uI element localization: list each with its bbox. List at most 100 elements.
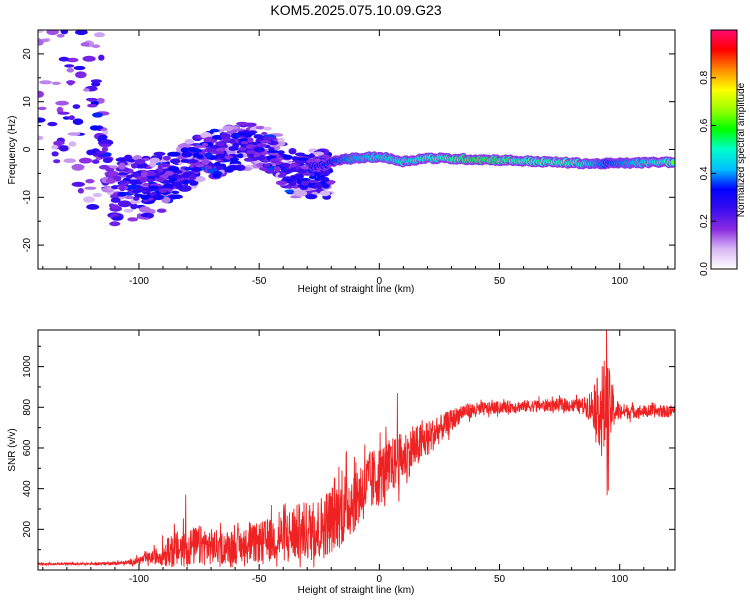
spectrogram-cell bbox=[59, 19, 72, 26]
spectrogram-cell bbox=[167, 152, 176, 157]
spectrogram-cell bbox=[38, 117, 46, 123]
spectrogram-cell bbox=[39, 20, 50, 25]
spectrogram-cell bbox=[253, 134, 264, 139]
spectrogram-cell bbox=[216, 147, 226, 153]
x-tick-label: 100 bbox=[611, 276, 628, 287]
spectrogram-cell bbox=[140, 171, 148, 178]
spectrogram-cell bbox=[245, 144, 255, 149]
spectrogram-cell bbox=[153, 194, 164, 201]
colorbar-tick-label: 0.4 bbox=[699, 166, 710, 180]
spectrogram-cell bbox=[256, 143, 267, 148]
spectrogram-cell bbox=[262, 136, 275, 140]
spectrogram-cell bbox=[38, 39, 44, 46]
spectrogram-cell bbox=[68, 141, 77, 147]
spectrogram-cell bbox=[254, 146, 265, 153]
spectrogram-cell bbox=[301, 165, 309, 170]
spectrogram-cell bbox=[287, 190, 295, 194]
spectrogram-cell bbox=[84, 186, 97, 190]
spectrogram-cell bbox=[671, 160, 675, 165]
spectrogram-cell bbox=[261, 132, 268, 135]
spectrogram-cell bbox=[153, 151, 166, 156]
spectrogram-cell bbox=[146, 178, 154, 183]
figure-title: KOM5.2025.075.10.09.G23 bbox=[270, 2, 441, 18]
spectrogram-cell bbox=[175, 183, 183, 189]
colorbar-label: Normalized spectral amplitude bbox=[736, 82, 747, 217]
spectrogram-cell bbox=[77, 188, 84, 194]
spectrogram-cell bbox=[110, 197, 121, 203]
spectrogram-cell bbox=[237, 153, 244, 159]
spectrogram-cell bbox=[140, 194, 150, 200]
spectrogram-cell bbox=[158, 188, 168, 193]
y-tick-label: 1000 bbox=[22, 355, 33, 378]
spectrogram-cell bbox=[102, 157, 113, 163]
spectrogram-cell bbox=[285, 178, 293, 182]
spectrogram-cell bbox=[313, 151, 325, 156]
spectrogram-cell bbox=[218, 128, 225, 133]
spectrogram-cell bbox=[246, 150, 255, 154]
spectrogram-plot-area bbox=[38, 30, 675, 269]
spectrogram-cell bbox=[56, 33, 65, 38]
x-tick-label: 50 bbox=[494, 276, 506, 287]
spectrogram-cell bbox=[105, 167, 115, 172]
snr-ticks: -100 -50 0 50 100 200 400 600 800 1000 bbox=[22, 330, 675, 585]
spectrogram-cell bbox=[192, 152, 201, 158]
spectrogram-cell bbox=[86, 204, 100, 210]
spectrogram-cell bbox=[284, 168, 293, 174]
spectrogram-cell bbox=[169, 158, 181, 164]
spectrogram-cell bbox=[194, 176, 206, 183]
spectrogram-cell bbox=[326, 180, 335, 185]
spectrogram-cell bbox=[204, 152, 213, 159]
spectrogram-cell bbox=[100, 143, 112, 147]
spectrogram-cell bbox=[300, 180, 309, 186]
spectrogram-cell bbox=[161, 196, 171, 204]
spectrogram-cell bbox=[119, 185, 126, 192]
spectrogram-cell bbox=[83, 88, 90, 92]
spectrogram-cell bbox=[142, 182, 150, 187]
spectrogram-cell bbox=[92, 112, 103, 118]
spectrogram-cell bbox=[165, 170, 174, 176]
spectrogram-cell bbox=[288, 180, 297, 186]
spectrogram-cell bbox=[309, 175, 317, 179]
spectrogram-cell bbox=[229, 157, 240, 161]
spectrogram-cell bbox=[98, 54, 105, 61]
spectrogram-cell bbox=[67, 0, 75, 1]
spectrogram-cell bbox=[200, 149, 208, 153]
spectrogram-cell bbox=[226, 164, 240, 171]
spectrogram-cell bbox=[98, 134, 108, 140]
spectrogram-cell bbox=[190, 149, 203, 153]
spectrogram-cell bbox=[220, 133, 231, 139]
spectrogram-cells bbox=[38, 0, 675, 227]
snr-line bbox=[38, 330, 675, 568]
snr-x-axis-label: Height of straight line (km) bbox=[298, 585, 415, 596]
colorbar-tick-label: 0.2 bbox=[699, 214, 710, 228]
spectrogram-cell bbox=[71, 181, 86, 187]
spectrogram-cell bbox=[83, 196, 95, 203]
colorbar-ticks: 0.0 0.2 0.4 0.6 0.8 bbox=[699, 70, 716, 276]
spectrogram-cell bbox=[38, 11, 47, 17]
spectrogram-cell bbox=[53, 159, 61, 164]
spectrogram-cell bbox=[51, 25, 61, 30]
spectrogram-cell bbox=[188, 174, 197, 180]
spectrogram-cell bbox=[58, 145, 69, 152]
spectrogram-cell bbox=[146, 213, 154, 219]
spectrogram-cell bbox=[75, 30, 88, 36]
spectrogram-cell bbox=[127, 217, 139, 222]
spectrogram-cell bbox=[119, 180, 128, 184]
spectrogram-cell bbox=[149, 161, 157, 168]
spectrogram-cell bbox=[209, 128, 220, 133]
spectrogram-cell bbox=[241, 141, 249, 145]
spectrogram-cell bbox=[190, 167, 202, 173]
spectrogram-cell bbox=[263, 163, 271, 168]
spectrogram-cell bbox=[232, 142, 240, 149]
x-tick-label: -100 bbox=[129, 276, 149, 287]
spectrogram-cell bbox=[67, 132, 81, 136]
spectrogram-cell bbox=[131, 163, 138, 169]
spectrogram-cell bbox=[275, 180, 288, 186]
spectrogram-cell bbox=[64, 64, 75, 68]
spectrogram-cell bbox=[39, 80, 52, 85]
spectrogram-cell bbox=[66, 57, 79, 63]
spectrogram-cell bbox=[169, 194, 183, 199]
spectrogram-cell bbox=[51, 81, 61, 86]
spectrogram-cell bbox=[260, 139, 272, 144]
spectrogram-cell bbox=[133, 196, 140, 201]
